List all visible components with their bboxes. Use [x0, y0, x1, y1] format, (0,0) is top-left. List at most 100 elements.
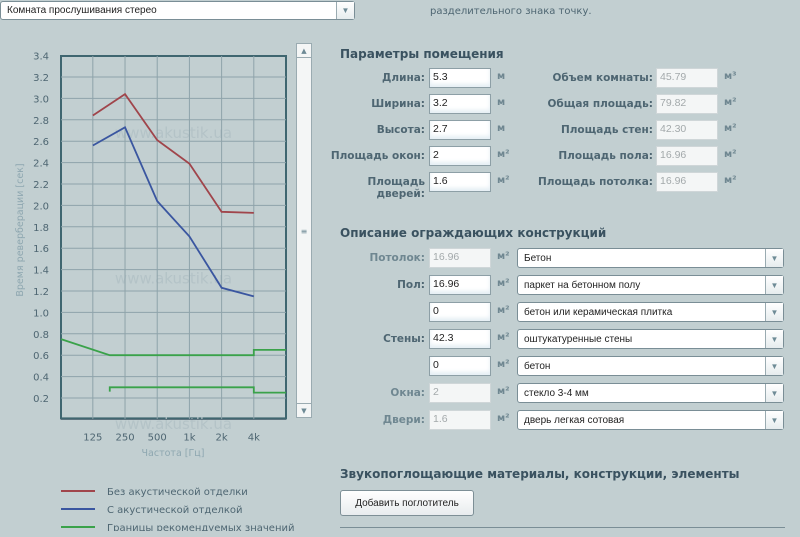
scroll-up-icon[interactable]: ▲ [297, 44, 311, 58]
series-line [92, 126, 255, 298]
legend-label: Границы рекомендуемых значений [107, 523, 295, 531]
chevron-down-icon[interactable]: ▼ [765, 411, 783, 429]
legend-label: С акустической отделкой [107, 505, 243, 516]
construction-label: Двери: [382, 414, 425, 426]
x-tick-label: 2k [216, 432, 228, 443]
construction-unit: м² [497, 251, 510, 262]
chevron-down-icon[interactable]: ▼ [336, 2, 354, 19]
construction-label: Пол: [397, 279, 425, 291]
construction-unit: м² [497, 332, 510, 343]
x-tick-label: 4k [248, 432, 260, 443]
material-select[interactable]: дверь легкая сотовая ▼ [517, 410, 784, 430]
watermark: www.akustik.ua [115, 415, 232, 433]
y-tick-label: 2.2 [33, 180, 49, 191]
material-select[interactable]: бетон или керамическая плитка ▼ [517, 302, 784, 322]
room-field-input[interactable]: 1.6 [429, 172, 491, 192]
material-select[interactable]: бетон ▼ [517, 356, 784, 376]
preset-select[interactable]: Комната прослушивания стерео ▼ [0, 1, 355, 20]
y-tick-label: 2.8 [33, 116, 49, 127]
x-tick-label: 125 [83, 432, 102, 443]
construction-label: Окна: [390, 387, 425, 399]
y-tick-label: 0.2 [33, 394, 49, 405]
y-tick-label: 0.8 [33, 330, 49, 341]
bound-line-upper [60, 338, 286, 357]
add-absorber-button[interactable]: Добавить поглотитель [340, 490, 474, 516]
computed-label: Общая площадь: [547, 98, 653, 110]
chart-scrollbar[interactable]: ▲ ≡ ▼ [296, 43, 312, 418]
construction-label: Стены: [383, 333, 425, 345]
y-tick-label: 0.4 [33, 373, 49, 384]
construction-area-input[interactable]: 0 [429, 302, 491, 322]
construction-label: Потолок: [369, 252, 425, 264]
computed-label: Площадь потолка: [537, 176, 653, 188]
scroll-down-icon[interactable]: ▼ [297, 403, 311, 417]
x-tick-label: 1k [183, 432, 195, 443]
room-field-label: Площадь дверей: [367, 176, 425, 200]
series-line [92, 92, 254, 214]
room-field-unit: м² [497, 149, 510, 160]
construction-unit: м² [497, 413, 510, 424]
room-field-input[interactable]: 2.7 [429, 120, 491, 140]
material-select[interactable]: стекло 3-4 мм ▼ [517, 383, 784, 403]
computed-value: 16.96 [656, 146, 718, 166]
y-tick-label: 3.4 [33, 52, 49, 63]
material-select-value: стекло 3-4 мм [524, 387, 589, 399]
computed-value: 16.96 [656, 172, 718, 192]
reverb-chart: www.akustik.ua www.akustik.ua www.akustik.… [15, 52, 295, 531]
room-field-label: Ширина: [371, 98, 425, 110]
room-field-input[interactable]: 3.2 [429, 94, 491, 114]
y-tick-label: 2.6 [33, 137, 49, 148]
construction-area-input: 16.96 [429, 248, 491, 268]
computed-unit: м² [724, 149, 737, 160]
watermark: www.akustik.ua [115, 270, 232, 288]
material-select-value: оштукатуренные стены [524, 333, 633, 345]
computed-label: Площадь стен: [560, 124, 653, 136]
construction-area-input[interactable]: 0 [429, 356, 491, 376]
computed-value: 79.82 [656, 94, 718, 114]
construction-area-input[interactable]: 42.3 [429, 329, 491, 349]
y-tick-label: 3.2 [33, 73, 49, 84]
room-field-unit: м² [497, 175, 510, 186]
absorbers-title: Звукопоглощающие материалы, конструкции,… [340, 467, 740, 481]
y-tick-label: 2.4 [33, 159, 49, 170]
chevron-down-icon[interactable]: ▼ [765, 384, 783, 402]
computed-unit: м² [724, 97, 737, 108]
chevron-down-icon[interactable]: ▼ [765, 357, 783, 375]
material-select[interactable]: паркет на бетонном полу ▼ [517, 275, 784, 295]
y-tick-label: 0.6 [33, 351, 49, 362]
room-field-label: Высота: [376, 124, 425, 136]
construction-unit: м² [497, 278, 510, 289]
chevron-down-icon[interactable]: ▼ [765, 303, 783, 321]
x-tick-label: 500 [148, 432, 167, 443]
constructions-title: Описание ограждающих конструкций [340, 226, 607, 240]
construction-area-input: 1.6 [429, 410, 491, 430]
y-tick-label: 1.6 [33, 244, 49, 255]
y-tick-label: 2.0 [33, 201, 49, 212]
construction-unit: м² [497, 359, 510, 370]
absorber-list-frame [340, 527, 785, 537]
material-select[interactable]: оштукатуренные стены ▼ [517, 329, 784, 349]
scroll-thumb-icon[interactable]: ≡ [300, 227, 308, 236]
preset-select-value: Комната прослушивания стерео [7, 5, 157, 16]
room-field-input[interactable]: 2 [429, 146, 491, 166]
plot-area [60, 55, 287, 420]
material-select-value: бетон или керамическая плитка [524, 306, 673, 318]
y-tick-label: 1.8 [33, 223, 49, 234]
room-field-input[interactable]: 5.3 [429, 68, 491, 88]
computed-label: Площадь пола: [558, 150, 653, 162]
room-field-unit: м [497, 97, 506, 108]
chevron-down-icon[interactable]: ▼ [765, 276, 783, 294]
room-field-unit: м [497, 71, 506, 82]
chevron-down-icon[interactable]: ▼ [765, 330, 783, 348]
material-select[interactable]: Бетон ▼ [517, 248, 784, 268]
x-tick-label: 250 [115, 432, 134, 443]
legend-label: Без акустической отделки [107, 487, 248, 498]
construction-area-input[interactable]: 16.96 [429, 275, 491, 295]
room-field-unit: м [497, 123, 506, 134]
computed-label: Объем комнаты: [552, 72, 653, 84]
room-field-label: Длина: [382, 72, 425, 84]
y-tick-label: 3.0 [33, 94, 49, 105]
y-axis-label: Время реверберации [сек] [15, 163, 26, 296]
construction-area-input: 2 [429, 383, 491, 403]
chevron-down-icon[interactable]: ▼ [765, 249, 783, 267]
